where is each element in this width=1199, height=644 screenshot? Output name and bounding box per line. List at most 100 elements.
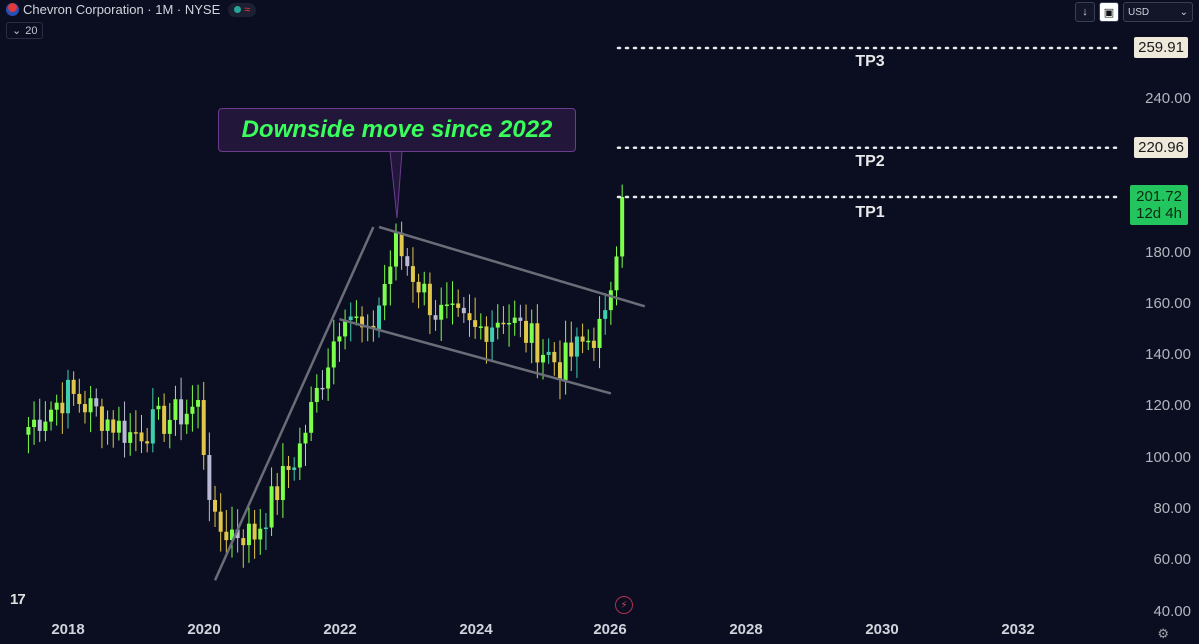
callout-text: Downside move since 2022 — [241, 116, 553, 143]
symbol-title: Chevron Corporation · 1M · NYSE — [23, 2, 221, 17]
candle-body — [43, 421, 48, 431]
candle-body — [201, 400, 206, 456]
candle-body — [439, 304, 444, 320]
candle-body — [541, 354, 545, 363]
candle-body — [60, 402, 65, 414]
chevron-down-icon: ⌄ — [12, 25, 22, 37]
candle-body — [32, 419, 37, 428]
candle-body — [580, 336, 585, 342]
price-axis-label: 120.00 — [1145, 397, 1191, 414]
candle-body — [393, 232, 398, 267]
candle-body — [145, 441, 150, 444]
download-arrow-icon[interactable]: ↓ — [1075, 2, 1095, 22]
candle-body — [354, 316, 359, 319]
price-axis-label: 180.00 — [1145, 244, 1191, 261]
impulse-trendline — [213, 226, 375, 581]
candle-body — [139, 432, 144, 442]
candle-body — [49, 409, 54, 422]
price-axis-label: 40.00 — [1153, 603, 1191, 620]
channel-lower-line — [339, 317, 612, 395]
price-axis-label: 60.00 — [1153, 551, 1191, 568]
candle-body — [54, 402, 59, 410]
candle-body — [524, 320, 529, 343]
candle-body — [552, 351, 557, 363]
toolbar-right: ↓ ▣ USD ⌄ — [1075, 2, 1193, 22]
current-price-tag: 201.72 12d 4h — [1130, 185, 1188, 225]
settings-gear-icon[interactable]: ⚙ — [1157, 626, 1169, 641]
time-axis-label: 2030 — [865, 621, 899, 638]
candle-body — [405, 256, 410, 267]
candle-body — [196, 400, 201, 407]
candle-body — [116, 420, 121, 433]
symbol-header[interactable]: Chevron Corporation · 1M · NYSE ≈ — [6, 2, 257, 17]
candle-body — [569, 342, 574, 357]
candle-body — [563, 342, 568, 380]
currency-select[interactable]: USD ⌄ — [1123, 2, 1193, 22]
candle-body — [473, 320, 478, 327]
candle-body — [71, 379, 76, 394]
candle-body — [348, 316, 353, 321]
market-status-badge[interactable]: ≈ — [228, 2, 257, 17]
candle-body — [529, 323, 534, 343]
annotation-callout[interactable]: Downside move since 2022 — [218, 108, 576, 152]
chevron-down-icon: ⌄ — [1179, 6, 1188, 18]
candle-body — [450, 303, 455, 305]
tp3-label: TP3 — [855, 53, 885, 70]
candle-body — [184, 413, 189, 425]
price-axis-label: 240.00 — [1145, 90, 1191, 107]
tradingview-logo-icon[interactable]: 17 — [10, 591, 26, 608]
candle-body — [591, 340, 596, 348]
candle-body — [309, 402, 314, 433]
candle-body — [173, 399, 178, 420]
candle-body — [557, 362, 562, 380]
candle-body — [382, 283, 387, 306]
candle-body — [229, 529, 234, 541]
candle-body — [422, 283, 427, 293]
tp2-label: TP2 — [855, 153, 885, 170]
candle-body — [179, 399, 184, 425]
fullscreen-icon[interactable]: ▣ — [1099, 2, 1119, 22]
candle-body — [326, 367, 331, 389]
candle-body — [246, 523, 251, 546]
candle-body — [235, 529, 240, 539]
candle-body — [263, 527, 268, 530]
candle-body — [444, 304, 449, 306]
candle-body — [77, 393, 82, 405]
bar-countdown: 12d 4h — [1136, 205, 1182, 222]
alert-lightning-icon[interactable]: ⚡ — [615, 596, 633, 614]
candle-body — [280, 466, 285, 501]
channel-upper-line — [378, 225, 646, 308]
tp3-price-tag: 259.91 — [1134, 37, 1188, 58]
candle-body — [258, 528, 263, 540]
candle-body — [150, 409, 155, 444]
candle-body — [512, 317, 517, 323]
candlestick-series — [26, 184, 625, 568]
candle-body — [207, 455, 212, 500]
candle-body — [507, 322, 512, 325]
candle-body — [608, 290, 613, 311]
time-axis-label: 2018 — [51, 621, 85, 638]
time-axis-label: 2020 — [187, 621, 221, 638]
candle-body — [586, 340, 591, 343]
indicator-toggle[interactable]: ⌄ 20 — [6, 22, 44, 39]
candle-body — [546, 351, 551, 355]
candle-body — [252, 523, 257, 540]
candle-body — [269, 486, 274, 528]
candle-body — [337, 336, 342, 342]
candle-body — [433, 315, 438, 320]
candle-body — [37, 419, 42, 431]
candle-body — [331, 341, 336, 368]
price-axis-label: 140.00 — [1145, 346, 1191, 363]
candle-body — [603, 310, 608, 319]
candle-body — [190, 406, 195, 414]
candle-body — [224, 531, 229, 541]
candle-body — [456, 303, 461, 308]
candle-body — [484, 326, 489, 342]
candle-body — [320, 387, 325, 390]
candle-body — [297, 443, 302, 468]
candle-body — [620, 196, 625, 257]
candle-body — [286, 466, 291, 470]
candle-body — [597, 318, 602, 348]
